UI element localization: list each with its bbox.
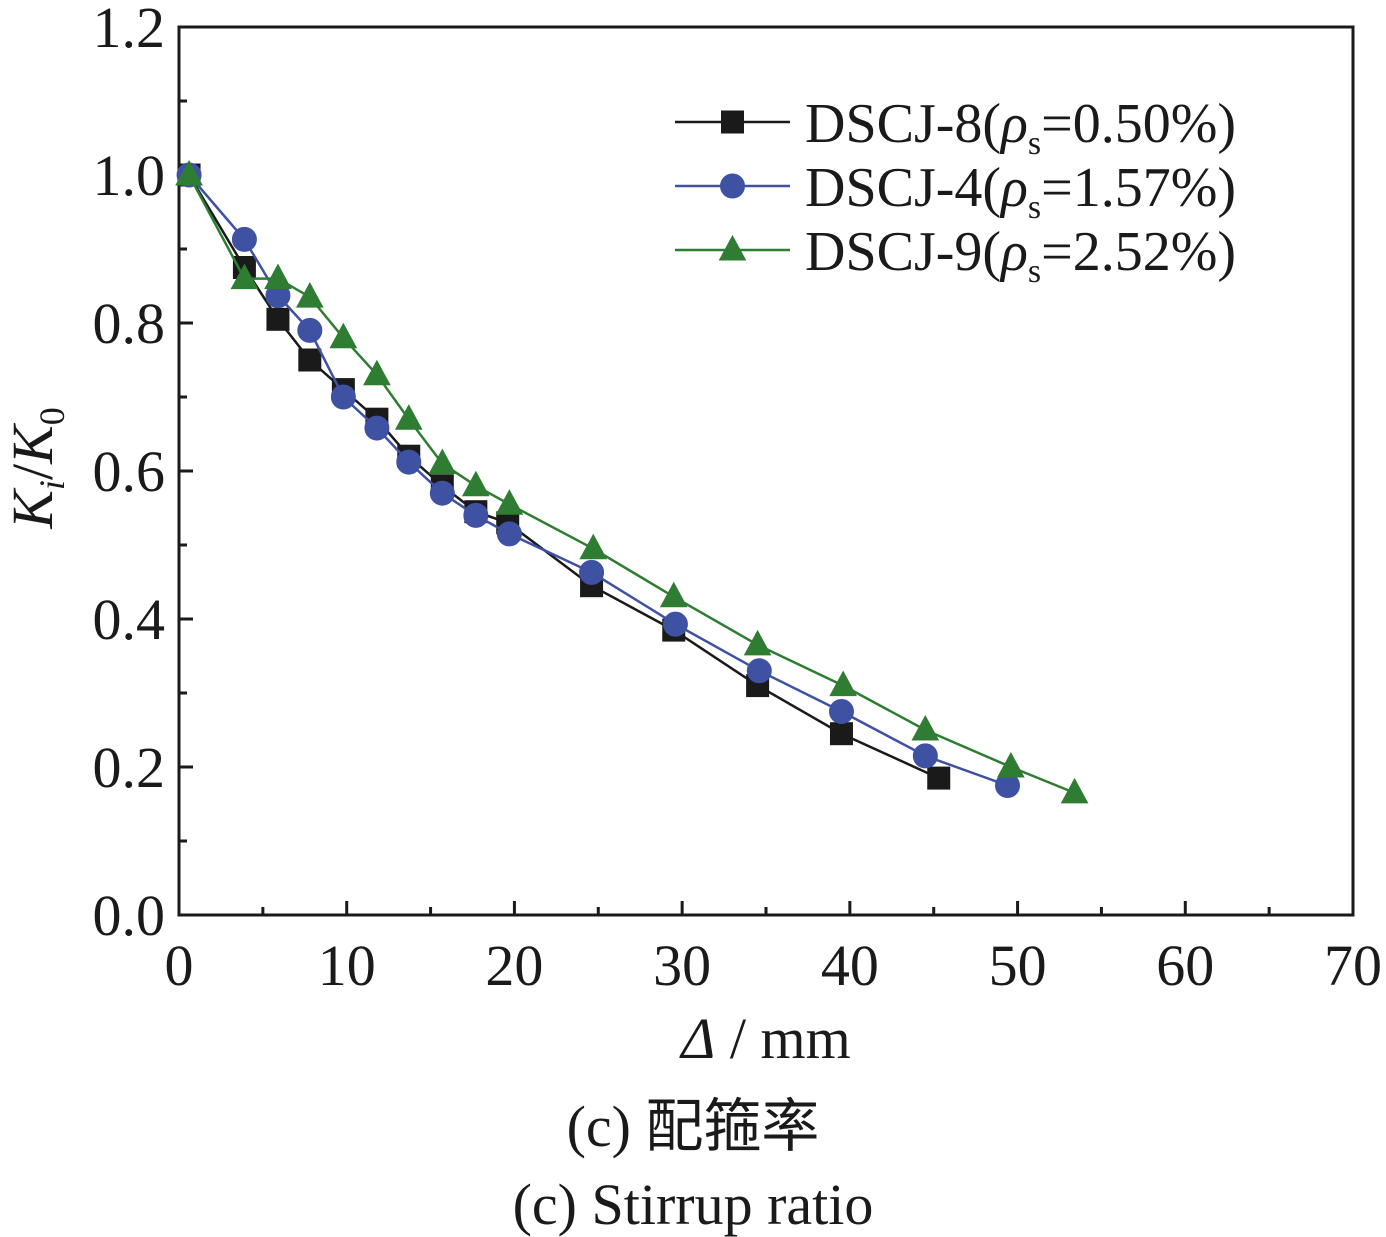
data-point-triangle xyxy=(428,448,457,475)
data-point-circle xyxy=(662,611,688,637)
x-tick-label: 50 xyxy=(989,933,1047,998)
x-tick-label: 40 xyxy=(821,933,879,998)
data-point-triangle xyxy=(579,533,608,560)
x-axis-ticks: 0 10 20 30 40 50 60 70 xyxy=(165,901,1382,998)
y-label-slash: / xyxy=(0,463,65,480)
data-point-triangle xyxy=(394,404,423,430)
legend-label: DSCJ-4(ρs=1.57%) xyxy=(805,157,1236,226)
y-tick-label: 0.0 xyxy=(93,883,166,948)
data-point-triangle xyxy=(743,629,772,656)
legend: DSCJ-8(ρs=0.50%)DSCJ-4(ρs=1.57%)DSCJ-9(ρ… xyxy=(675,93,1236,290)
legend-entry: DSCJ-9(ρs=2.52%) xyxy=(675,221,1236,290)
y-tick-label: 0.8 xyxy=(93,291,166,356)
data-point-square xyxy=(266,307,290,331)
series-line xyxy=(188,174,1008,787)
data-point-square xyxy=(829,722,853,746)
legend-label: DSCJ-8(ρs=0.50%) xyxy=(805,93,1236,162)
y-axis-label: Ki/K0 xyxy=(0,407,72,530)
y-tick-label: 0.4 xyxy=(93,587,166,652)
data-point-triangle xyxy=(264,263,292,290)
data-point-triangle xyxy=(329,322,358,349)
legend-marker-circle xyxy=(720,173,745,199)
data-point-triangle xyxy=(175,159,203,186)
data-point-triangle xyxy=(911,714,940,741)
y-label-k: K xyxy=(0,487,65,530)
x-tick-label: 20 xyxy=(485,933,543,998)
legend-label: DSCJ-9(ρs=2.52%) xyxy=(805,221,1236,290)
data-point-triangle xyxy=(462,470,490,497)
data-point-circle xyxy=(330,384,356,410)
data-point-triangle xyxy=(230,263,259,290)
y-label-sub-0: 0 xyxy=(32,407,72,425)
data-point-triangle xyxy=(495,489,524,515)
legend-entry: DSCJ-8(ρs=0.50%) xyxy=(675,93,1236,162)
data-point-square xyxy=(927,766,951,790)
x-label-unit: / mm xyxy=(715,1006,850,1060)
y-tick-label: 1.2 xyxy=(93,0,166,60)
data-point-circle xyxy=(463,502,489,528)
data-point-circle xyxy=(364,415,390,441)
y-label-k0: K xyxy=(0,422,65,465)
x-label-symbol: Δ xyxy=(679,1006,715,1060)
series-layer xyxy=(175,159,1089,804)
data-point-triangle xyxy=(997,751,1025,778)
data-point-circle xyxy=(297,317,323,343)
chart: 0.0 0.2 0.4 0.6 0.8 1.0 1.2 0 10 20 30 40 50 60 70 Ki… xyxy=(0,0,1382,1060)
data-point-triangle xyxy=(829,670,857,697)
legend-entry: DSCJ-4(ρs=1.57%) xyxy=(675,157,1236,226)
legend-marker-triangle xyxy=(718,234,747,261)
x-tick-label: 70 xyxy=(1324,933,1382,998)
data-point-circle xyxy=(579,559,605,585)
data-point-circle xyxy=(496,521,522,547)
data-point-circle xyxy=(828,699,854,724)
data-point-circle xyxy=(912,743,938,769)
y-label-sub-i: i xyxy=(32,480,72,490)
y-tick-label: 0.2 xyxy=(93,735,166,800)
data-point-triangle xyxy=(659,581,688,608)
y-axis-ticks: 0.0 0.2 0.4 0.6 0.8 1.0 1.2 xyxy=(93,0,193,948)
data-point-triangle xyxy=(295,282,324,308)
legend-marker-square xyxy=(721,110,744,134)
data-point-circle xyxy=(429,480,455,506)
x-tick-label: 30 xyxy=(653,933,711,998)
x-tick-label: 0 xyxy=(165,933,194,998)
y-tick-label: 0.6 xyxy=(93,439,166,504)
x-tick-label: 10 xyxy=(318,933,376,998)
series-triangle xyxy=(175,159,1089,804)
caption-chinese: (c) 配箍率 xyxy=(566,1094,820,1159)
x-tick-label: 60 xyxy=(1156,933,1214,998)
data-point-circle xyxy=(746,658,772,684)
data-point-circle xyxy=(231,226,257,252)
caption-english: (c) Stirrup ratio xyxy=(512,1172,874,1237)
y-tick-label: 1.0 xyxy=(93,143,166,208)
series-circle xyxy=(176,162,1021,798)
data-point-triangle xyxy=(363,359,391,386)
data-point-circle xyxy=(396,449,422,475)
data-point-triangle xyxy=(1060,777,1089,804)
x-axis-label: Δ / mm xyxy=(679,1006,850,1060)
data-point-square xyxy=(298,348,322,372)
